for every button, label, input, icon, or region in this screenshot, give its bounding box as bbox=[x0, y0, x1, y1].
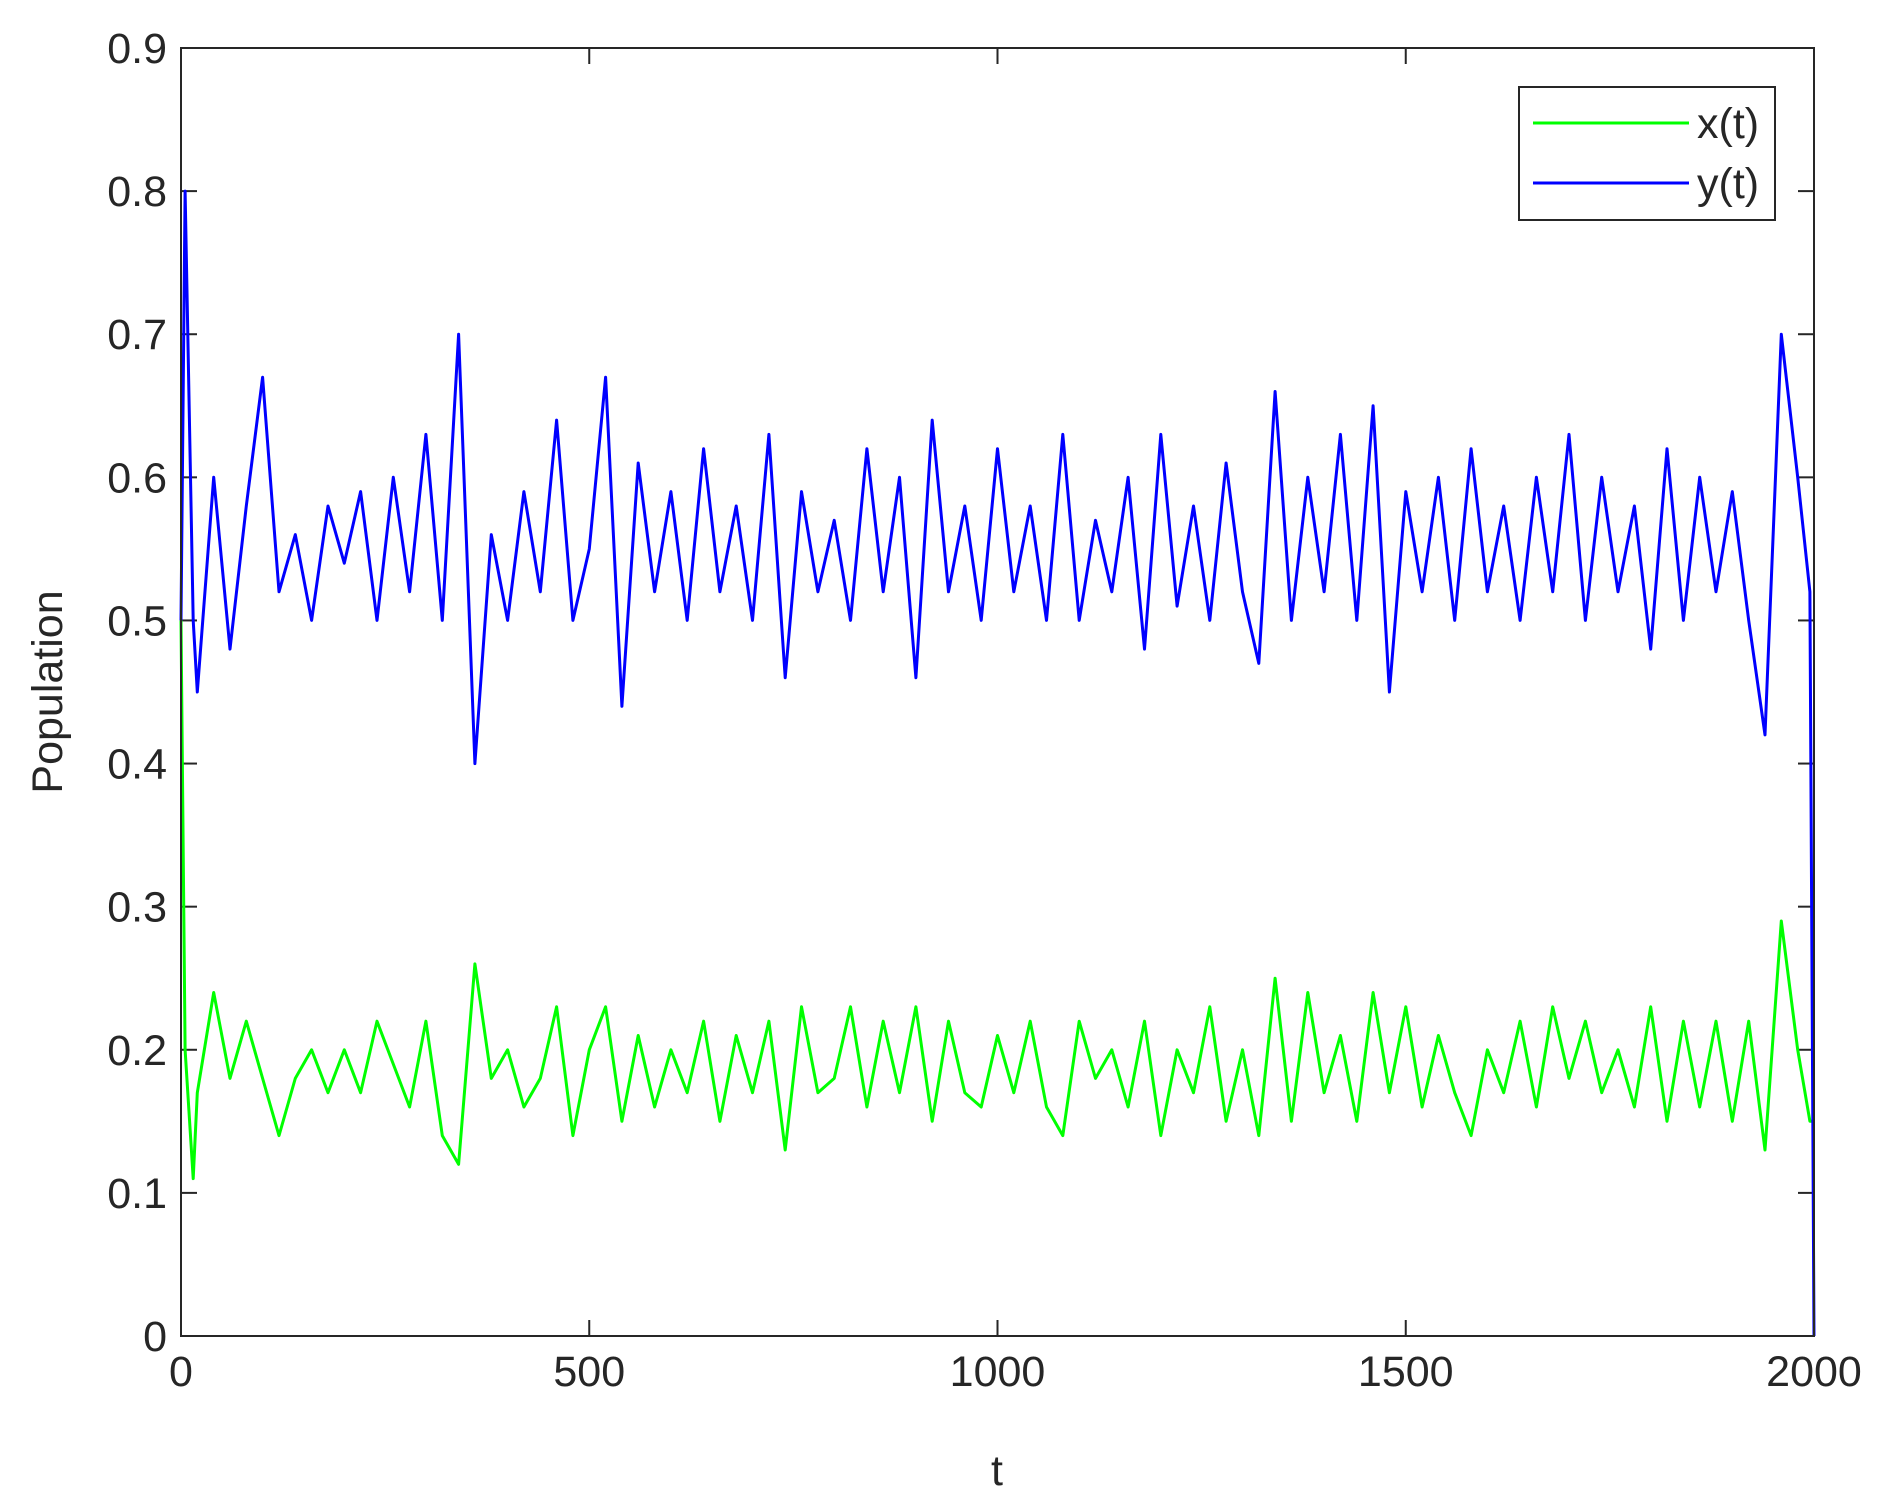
y-tick-label: 0 bbox=[143, 1313, 167, 1361]
x-tick-label: 1500 bbox=[1358, 1348, 1454, 1396]
legend-box bbox=[1518, 86, 1776, 221]
y-tick-label: 0.6 bbox=[107, 454, 167, 502]
legend-label: y(t) bbox=[1697, 160, 1759, 208]
y-tick-label: 0.4 bbox=[107, 741, 167, 789]
x-tick-label: 500 bbox=[553, 1348, 625, 1396]
legend-label: x(t) bbox=[1697, 100, 1759, 148]
y-axis-label: Population bbox=[24, 590, 72, 793]
y-tick-label: 0.1 bbox=[107, 1170, 167, 1218]
y-tick-label: 0.2 bbox=[107, 1027, 167, 1075]
y-tick-label: 0.7 bbox=[107, 311, 167, 359]
x-tick-label: 2000 bbox=[1766, 1348, 1862, 1396]
y-tick-label: 0.8 bbox=[107, 168, 167, 216]
series-line bbox=[179, 189, 1816, 1337]
plot-frame bbox=[180, 47, 1815, 1337]
x-axis-label: t bbox=[991, 1447, 1003, 1495]
y-tick-label: 0.5 bbox=[107, 597, 167, 645]
x-tick-label: 0 bbox=[169, 1348, 193, 1396]
x-tick-label: 1000 bbox=[950, 1348, 1046, 1396]
y-tick-label: 0.9 bbox=[107, 25, 167, 73]
y-tick-label: 0.3 bbox=[107, 884, 167, 932]
series-line bbox=[179, 620, 1814, 1181]
